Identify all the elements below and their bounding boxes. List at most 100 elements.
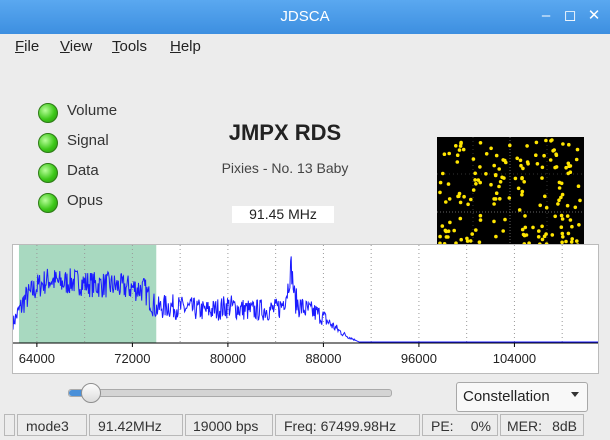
constellation-point: [447, 151, 451, 156]
status-bitrate: 19000 bps: [185, 414, 273, 436]
constellation-point: [520, 227, 525, 232]
menu-view[interactable]: View: [60, 38, 93, 55]
constellation-point: [455, 153, 460, 157]
constellation-point: [559, 195, 563, 200]
constellation-point: [466, 202, 470, 207]
constellation-point: [438, 234, 442, 239]
constellation-point: [494, 234, 498, 239]
selected-band: [18, 245, 157, 343]
constellation-point: [568, 164, 573, 168]
constellation-point: [465, 236, 469, 241]
slider-handle[interactable]: [80, 383, 101, 403]
constellation-point: [525, 144, 529, 148]
constellation-point: [484, 152, 489, 156]
constellation-point: [544, 138, 548, 143]
constellation-point: [557, 186, 562, 190]
constellation-point: [561, 142, 565, 146]
constellation-point: [493, 197, 498, 201]
constellation-point: [457, 148, 462, 152]
constellation-point: [570, 237, 574, 241]
constellation-point: [478, 141, 483, 145]
volume-led-icon: [38, 103, 58, 123]
opus-led-icon: [38, 193, 58, 213]
constellation-point: [540, 176, 544, 180]
constellation-point: [569, 240, 574, 244]
menu-help[interactable]: Help: [170, 38, 201, 55]
constellation-point: [554, 153, 559, 157]
constellation-point: [522, 180, 526, 184]
display-mode-dropdown[interactable]: Constellation: [456, 382, 588, 412]
constellation-point: [492, 202, 496, 206]
song-title: Pixies - No. 13 Baby: [221, 160, 349, 176]
constellation-point: [471, 188, 476, 192]
constellation-point: [534, 153, 538, 157]
minimize-icon[interactable]: –: [541, 7, 551, 24]
x-tick-label: 80000: [210, 351, 246, 366]
constellation-point: [567, 142, 571, 147]
maximize-icon[interactable]: ◻: [563, 7, 577, 24]
constellation-point: [474, 228, 478, 232]
constellation-point: [560, 231, 565, 236]
x-tick-label: 104000: [493, 351, 536, 366]
constellation-point: [560, 240, 564, 245]
constellation-point: [494, 191, 499, 195]
status-mer-label: MER:: [507, 418, 542, 434]
constellation-point: [561, 235, 565, 239]
constellation-point: [564, 165, 568, 170]
constellation-point: [557, 198, 561, 202]
constellation-point: [568, 218, 573, 222]
slider-fill: [69, 390, 92, 396]
constellation-point: [459, 237, 463, 242]
constellation-point: [543, 194, 547, 199]
constellation-point: [574, 157, 579, 162]
constellation-point: [576, 184, 581, 188]
constellation-point: [542, 153, 546, 158]
constellation-point: [521, 166, 525, 171]
chevron-down-icon: [571, 392, 579, 397]
constellation-point: [461, 147, 466, 152]
constellation-point: [438, 180, 443, 185]
constellation-point: [477, 240, 482, 244]
constellation-point: [441, 171, 445, 176]
close-icon[interactable]: ✕: [587, 7, 601, 24]
constellation-point: [507, 196, 512, 200]
constellation-point: [549, 139, 553, 143]
constellation-point: [471, 157, 476, 161]
x-tick-label: 88000: [305, 351, 341, 366]
constellation-point: [492, 219, 496, 224]
constellation-point: [560, 217, 565, 221]
constellation-point: [559, 225, 564, 229]
constellation-point: [534, 140, 539, 145]
constellation-point: [566, 161, 571, 166]
constellation-point: [565, 203, 570, 208]
constellation-point: [474, 182, 478, 186]
constellation-point: [444, 200, 448, 204]
indicator-label: Opus: [67, 192, 103, 209]
slider-track[interactable]: [68, 389, 392, 397]
constellation-point: [553, 214, 557, 219]
window-title: JDSCA: [280, 8, 330, 25]
constellation-point: [458, 216, 463, 221]
constellation-point: [456, 194, 460, 199]
constellation-point: [438, 190, 442, 195]
menu-file[interactable]: File: [15, 38, 40, 55]
constellation-point: [520, 176, 524, 181]
spectrum-plot: 64000 72000 80000 88000 96000 104000: [12, 244, 599, 374]
constellation-point: [452, 228, 456, 233]
constellation-point: [556, 202, 560, 206]
constellation-point: [493, 173, 498, 177]
constellation-point: [473, 171, 477, 176]
status-pe: PE: 0%: [422, 414, 498, 436]
constellation-point: [516, 186, 521, 191]
constellation-point: [526, 162, 530, 166]
constellation-point: [473, 178, 477, 182]
status-mer-value: 8dB: [552, 418, 577, 434]
constellation-point: [548, 158, 553, 162]
constellation-point: [554, 165, 559, 169]
constellation-point: [484, 172, 488, 176]
constellation-point: [469, 197, 473, 202]
menu-tools[interactable]: Tools: [112, 38, 148, 55]
constellation-point: [538, 203, 542, 208]
constellation-point: [494, 153, 499, 158]
constellation-point: [519, 163, 523, 168]
